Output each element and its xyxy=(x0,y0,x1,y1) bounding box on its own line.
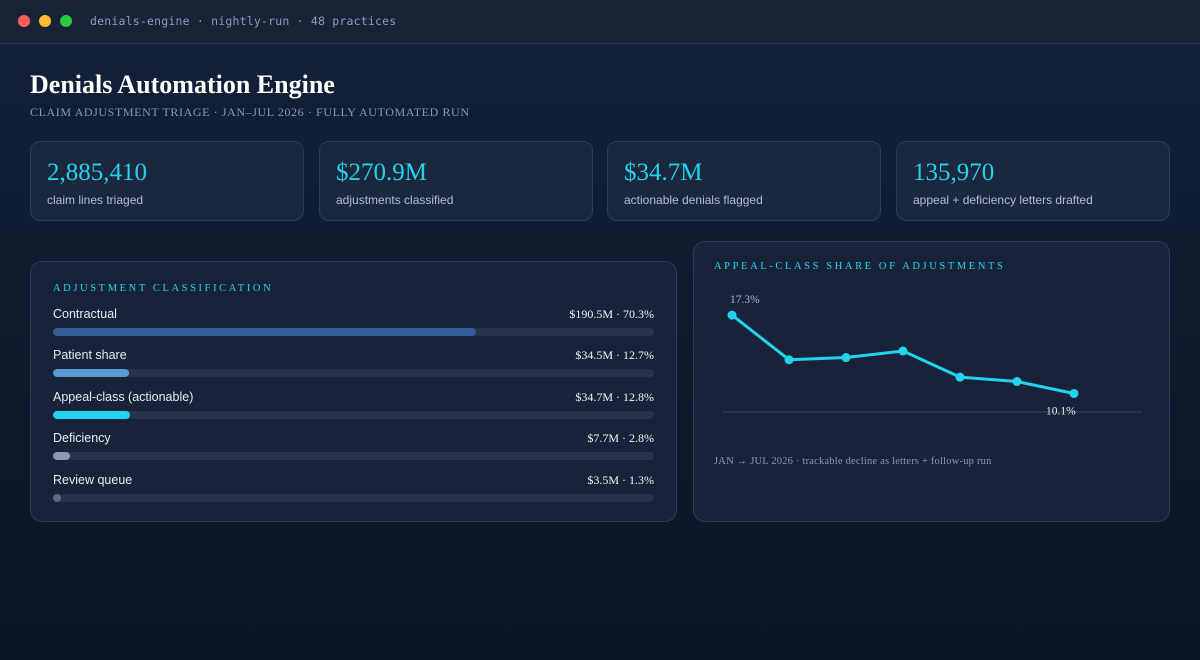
row-bar-track xyxy=(53,369,654,377)
data-point-may xyxy=(955,372,965,382)
kpi-card-letters-drafted: 135,970 appeal + deficiency letters draf… xyxy=(896,141,1170,221)
data-point-jan xyxy=(727,310,737,320)
data-point-jul xyxy=(1069,388,1079,398)
kpi-value: $34.7M xyxy=(624,159,703,186)
window-titlebar: denials-engine · nightly-run · 48 practi… xyxy=(0,0,1200,44)
row-value: $34.7M · 12.8% xyxy=(575,390,654,404)
data-point-apr xyxy=(898,346,908,356)
panel-heading: ADJUSTMENT CLASSIFICATION xyxy=(53,283,274,294)
kpi-value: 2,885,410 xyxy=(47,159,147,186)
data-label-jan: 17.3% xyxy=(730,294,760,306)
kpi-value: $270.9M xyxy=(336,159,427,186)
row-label: Appeal-class (actionable) xyxy=(53,390,194,404)
maximize-window-button[interactable] xyxy=(60,15,72,27)
row-label: Contractual xyxy=(53,307,117,321)
data-label-jul: 10.1% xyxy=(1046,405,1076,417)
panel-heading: APPEAL-CLASS SHARE OF ADJUSTMENTS xyxy=(714,261,1006,272)
row-value: $34.5M · 12.7% xyxy=(575,348,654,362)
appeal-share-line-chart: 17.3% 10.1% xyxy=(723,294,1142,417)
kpi-label: appeal + deficiency letters drafted xyxy=(913,193,1093,207)
row-value: $3.5M · 1.3% xyxy=(587,473,654,487)
row-bar-fill xyxy=(53,328,476,336)
appeal-share-trend-panel: APPEAL-CLASS SHARE OF ADJUSTMENTS 17.3% 1… xyxy=(693,241,1170,522)
row-bar-track xyxy=(53,411,654,419)
row-label: Patient share xyxy=(53,348,127,362)
classification-row-contractual: Contractual $190.5M · 70.3% xyxy=(53,307,654,343)
row-bar-track xyxy=(53,452,654,460)
classification-row-review-queue: Review queue $3.5M · 1.3% xyxy=(53,473,654,509)
kpi-value: 135,970 xyxy=(913,159,995,186)
classification-row-appeal-class: Appeal-class (actionable) $34.7M · 12.8% xyxy=(53,390,654,426)
kpi-card-claim-lines: 2,885,410 claim lines triaged xyxy=(30,141,304,221)
page-title: Denials Automation Engine xyxy=(30,70,335,99)
row-bar-fill xyxy=(53,411,130,419)
kpi-label: actionable denials flagged xyxy=(624,193,763,207)
row-label: Deficiency xyxy=(53,431,111,445)
chart-footnote: JAN → JUL 2026 · trackable decline as le… xyxy=(714,456,992,467)
row-value: $190.5M · 70.3% xyxy=(569,307,654,321)
page-subtitle: CLAIM ADJUSTMENT TRIAGE · JAN–JUL 2026 ·… xyxy=(30,105,470,119)
row-bar-fill xyxy=(53,452,70,460)
kpi-card-actionable-denials: $34.7M actionable denials flagged xyxy=(607,141,881,221)
minimize-window-button[interactable] xyxy=(39,15,51,27)
row-value: $7.7M · 2.8% xyxy=(587,431,654,445)
row-label: Review queue xyxy=(53,473,133,487)
kpi-label: claim lines triaged xyxy=(47,193,144,207)
row-bar-fill xyxy=(53,494,61,502)
row-bar-track xyxy=(53,328,654,336)
close-window-button[interactable] xyxy=(18,15,30,27)
kpi-label: adjustments classified xyxy=(336,193,454,207)
data-point-jun xyxy=(1012,377,1022,387)
row-bar-fill xyxy=(53,369,130,377)
window-title: denials-engine · nightly-run · 48 practi… xyxy=(90,14,397,28)
data-point-mar xyxy=(841,353,851,363)
classification-row-deficiency: Deficiency $7.7M · 2.8% xyxy=(53,431,654,467)
classification-row-patient-share: Patient share $34.5M · 12.7% xyxy=(53,348,654,384)
row-bar-track xyxy=(53,494,654,502)
kpi-card-adjustments: $270.9M adjustments classified xyxy=(319,141,593,221)
data-point-feb xyxy=(784,355,794,365)
adjustment-classification-panel: ADJUSTMENT CLASSIFICATION Contractual $1… xyxy=(30,261,677,522)
